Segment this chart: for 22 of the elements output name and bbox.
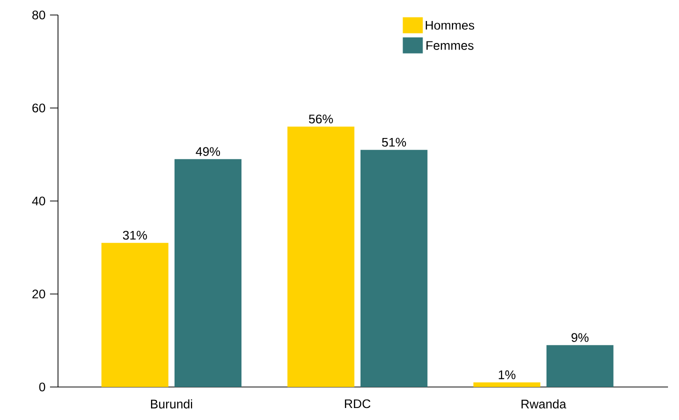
y-tick-label: 60 <box>32 104 46 112</box>
data-label: 9% <box>572 333 589 342</box>
bar <box>101 242 168 387</box>
x-tick-label: RDC <box>344 399 370 408</box>
bar <box>174 159 242 387</box>
x-tick-label: Rwanda <box>522 399 566 408</box>
x-tick-label: Burundi <box>151 399 192 408</box>
bar <box>360 150 428 387</box>
data-label: 1% <box>498 370 516 380</box>
bar <box>473 382 540 387</box>
y-tick-label: 80 <box>32 10 46 20</box>
bar <box>546 345 614 387</box>
data-label: 31% <box>122 230 147 240</box>
y-tick-label: 40 <box>32 196 46 206</box>
data-label: 56% <box>308 114 333 124</box>
data-label: 51% <box>382 138 406 147</box>
legend-label: Hommes <box>426 20 474 30</box>
bar <box>287 126 354 387</box>
y-tick-label: 20 <box>32 290 46 298</box>
legend-label: Femmes <box>426 41 474 50</box>
data-label: 49% <box>196 147 220 156</box>
y-tick-label: 0 <box>39 382 46 392</box>
